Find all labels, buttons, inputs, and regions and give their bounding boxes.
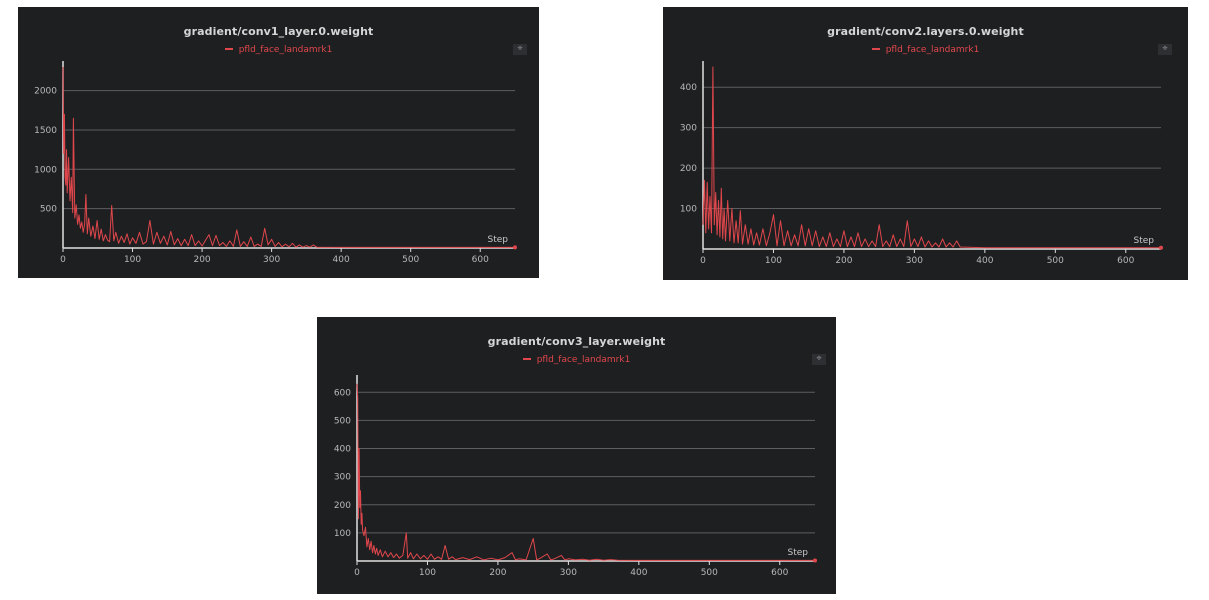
y-tick-label: 400: [334, 445, 351, 455]
series-line: [356, 383, 815, 561]
y-tick-label: 1000: [34, 165, 57, 175]
series-line: [702, 66, 1161, 249]
chart-panel-conv1: gradient/conv1_layer.0.weight pfld_face_…: [18, 7, 539, 278]
x-tick-label: 0: [700, 256, 706, 266]
x-axis-label: Step: [1134, 236, 1155, 246]
x-tick-label: 100: [419, 568, 436, 578]
expand-icon[interactable]: ⌖: [513, 44, 527, 55]
x-tick-label: 0: [60, 255, 66, 265]
legend-item[interactable]: pfld_face_landamrk1: [18, 45, 539, 55]
x-tick-label: 400: [976, 256, 993, 266]
y-tick-label: 2000: [34, 87, 57, 97]
x-tick-label: 200: [835, 256, 852, 266]
legend-label: pfld_face_landamrk1: [536, 355, 631, 365]
x-tick-label: 400: [630, 568, 647, 578]
x-tick-label: 500: [1047, 256, 1064, 266]
chart-panel-conv3: gradient/conv3_layer.weight pfld_face_la…: [317, 317, 836, 594]
legend-item[interactable]: pfld_face_landamrk1: [663, 45, 1188, 55]
y-tick-label: 300: [334, 473, 351, 483]
x-tick-label: 300: [560, 568, 577, 578]
legend-swatch: [871, 47, 880, 50]
x-axis-label: Step: [788, 548, 809, 558]
x-axis-label: Step: [488, 235, 509, 245]
x-tick-label: 100: [124, 255, 141, 265]
x-tick-label: 500: [402, 255, 419, 265]
x-tick-label: 600: [472, 255, 489, 265]
x-tick-label: 100: [765, 256, 782, 266]
y-tick-label: 200: [680, 164, 697, 174]
y-tick-label: 200: [334, 501, 351, 511]
legend-item[interactable]: pfld_face_landamrk1: [317, 355, 836, 365]
y-tick-label: 300: [680, 124, 697, 134]
x-tick-label: 200: [193, 255, 210, 265]
x-tick-label: 300: [906, 256, 923, 266]
series-end-point: [813, 558, 817, 563]
y-tick-label: 400: [680, 83, 697, 93]
expand-icon[interactable]: ⌖: [1158, 44, 1172, 55]
y-tick-label: 100: [334, 529, 351, 539]
y-tick-label: 1500: [34, 126, 57, 136]
chart-panel-conv2: gradient/conv2.layers.0.weight pfld_face…: [663, 7, 1188, 280]
x-tick-label: 600: [1117, 256, 1134, 266]
chart-title: gradient/conv3_layer.weight: [487, 335, 666, 348]
legend-swatch: [224, 47, 233, 50]
chart-plot: 500 1000 1500 2000 0 100 200 300 400 500 600 Step: [34, 61, 517, 265]
x-tick-label: 500: [701, 568, 718, 578]
y-tick-label: 500: [40, 205, 57, 215]
x-tick-label: 300: [263, 255, 280, 265]
chart-title: gradient/conv1_layer.0.weight: [183, 25, 374, 38]
legend-label: pfld_face_landamrk1: [885, 45, 980, 55]
y-tick-label: 500: [334, 416, 351, 426]
legend-label: pfld_face_landamrk1: [238, 45, 333, 55]
x-tick-label: 400: [333, 255, 350, 265]
chart-title: gradient/conv2.layers.0.weight: [827, 25, 1024, 38]
x-tick-label: 0: [354, 568, 360, 578]
series-line: [62, 66, 515, 248]
legend-swatch: [522, 357, 531, 360]
series-end-point: [513, 245, 517, 250]
series-end-point: [1159, 245, 1163, 250]
y-tick-label: 100: [680, 205, 697, 215]
y-tick-label: 600: [334, 388, 351, 398]
expand-icon[interactable]: ⌖: [812, 354, 826, 365]
x-tick-label: 600: [771, 568, 788, 578]
x-tick-label: 200: [489, 568, 506, 578]
